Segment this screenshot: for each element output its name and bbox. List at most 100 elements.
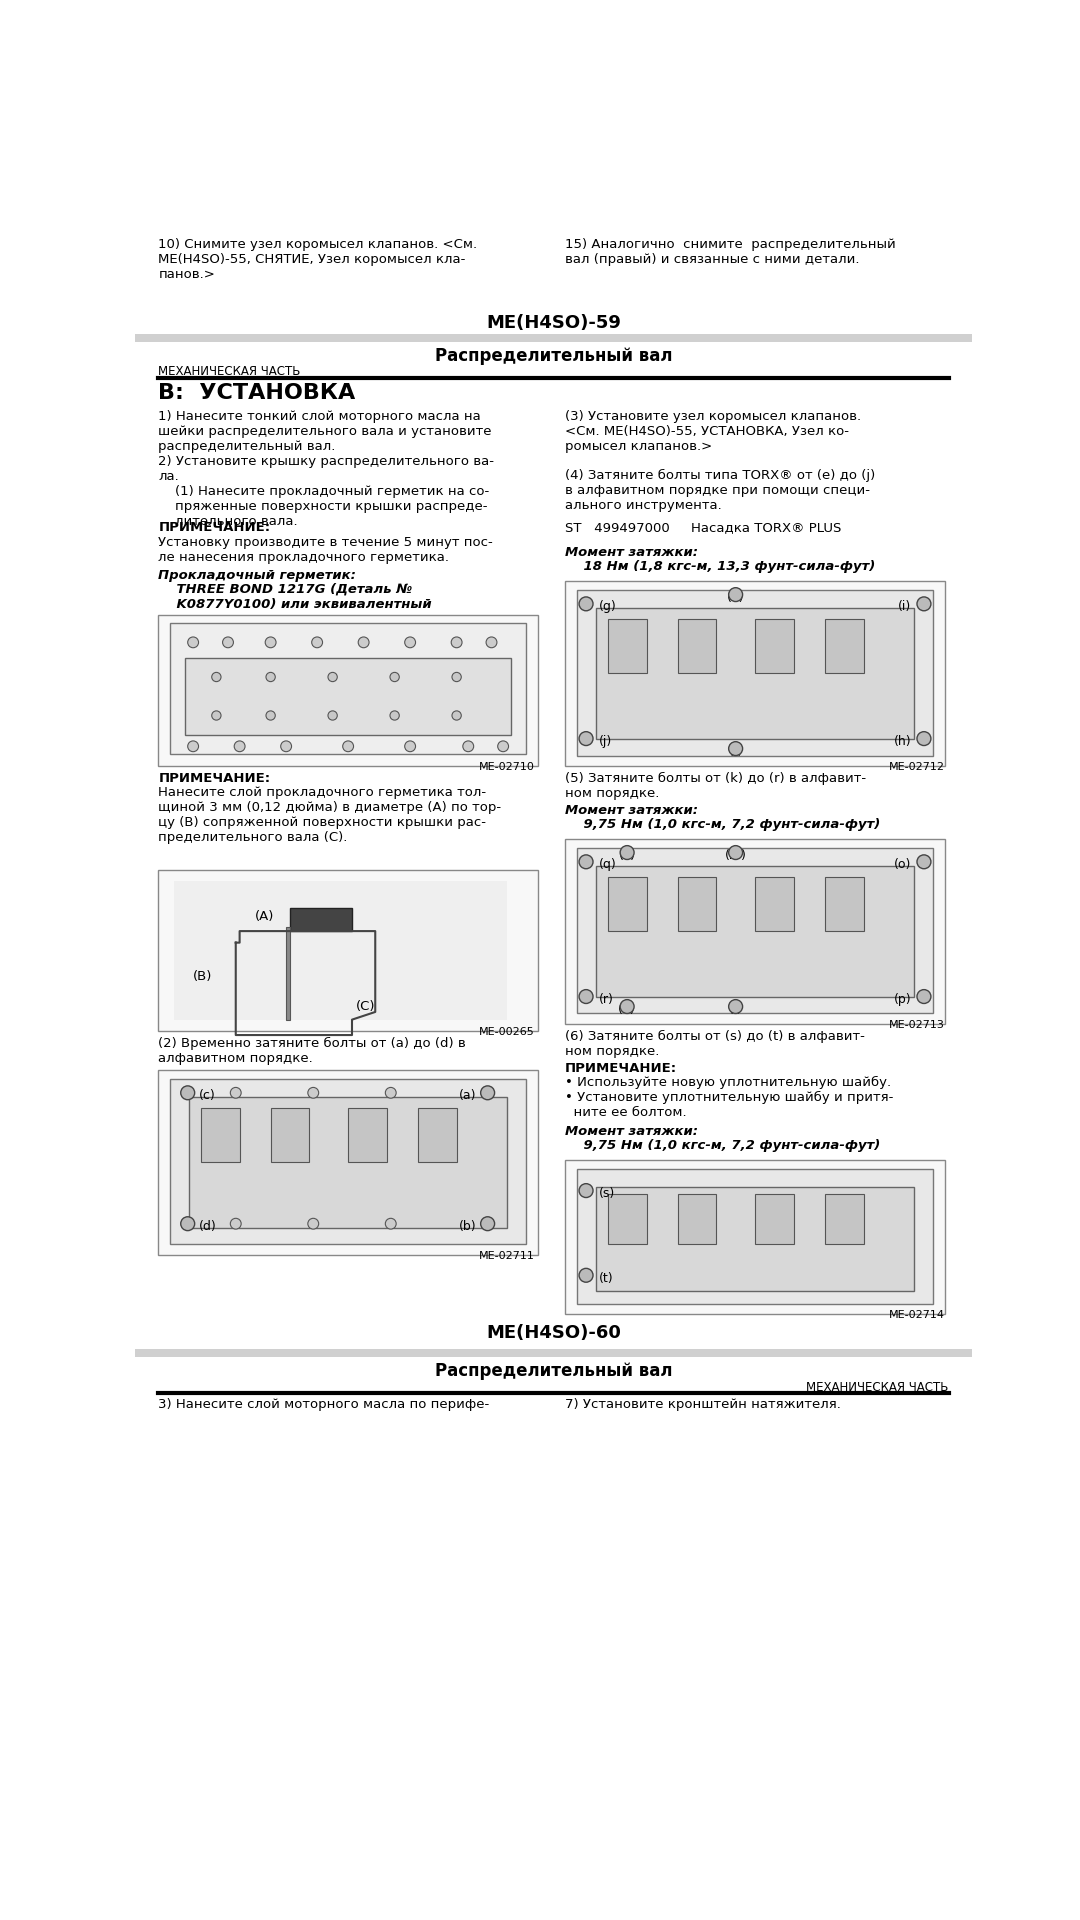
Text: (q): (q) xyxy=(598,858,617,872)
Bar xyxy=(596,609,914,739)
Circle shape xyxy=(486,637,497,647)
Circle shape xyxy=(481,1087,495,1100)
Bar xyxy=(608,877,647,931)
Text: Момент затяжки:: Момент затяжки: xyxy=(565,804,698,818)
Bar xyxy=(271,1108,309,1162)
Circle shape xyxy=(579,989,593,1004)
Circle shape xyxy=(234,741,245,753)
Text: ST   499497000     Насадка TORX® PLUS: ST 499497000 Насадка TORX® PLUS xyxy=(565,522,841,534)
Circle shape xyxy=(451,672,461,682)
Bar xyxy=(677,620,716,674)
Text: (c): (c) xyxy=(199,1089,215,1102)
Text: (m): (m) xyxy=(725,849,746,862)
Text: (f): (f) xyxy=(729,745,743,758)
Circle shape xyxy=(917,854,931,868)
Bar xyxy=(577,849,933,1014)
Circle shape xyxy=(230,1219,241,1229)
Bar xyxy=(565,1160,945,1313)
Bar xyxy=(159,1069,538,1254)
Text: • Используйте новую уплотнительную шайбу.
• Установите уплотнительную шайбу и пр: • Используйте новую уплотнительную шайбу… xyxy=(565,1075,893,1119)
Bar xyxy=(677,877,716,931)
Text: (n): (n) xyxy=(619,1002,636,1016)
Text: Нанесите слой прокладочного герметика тол-
щиной 3 мм (0,12 дюйма) в диаметре (А: Нанесите слой прокладочного герметика то… xyxy=(159,787,501,845)
Circle shape xyxy=(390,710,400,720)
Bar xyxy=(170,1079,526,1244)
Text: (i): (i) xyxy=(899,601,912,612)
Bar xyxy=(201,1108,240,1162)
Bar xyxy=(577,1169,933,1304)
Bar xyxy=(755,1194,794,1244)
Bar xyxy=(825,620,864,674)
Text: Момент затяжки:: Момент затяжки: xyxy=(565,545,698,559)
Text: (a): (a) xyxy=(459,1089,476,1102)
Bar xyxy=(825,877,864,931)
Text: ME(H4SO)-60: ME(H4SO)-60 xyxy=(486,1323,621,1342)
Bar xyxy=(135,334,972,342)
Text: ПРИМЕЧАНИЕ:: ПРИМЕЧАНИЕ: xyxy=(565,1062,677,1075)
Text: (r): (r) xyxy=(598,993,613,1006)
Text: (l): (l) xyxy=(729,1002,742,1016)
Bar xyxy=(135,1350,972,1357)
Circle shape xyxy=(498,741,509,753)
Circle shape xyxy=(266,637,276,647)
Circle shape xyxy=(729,741,743,756)
Circle shape xyxy=(342,741,353,753)
Circle shape xyxy=(579,597,593,611)
Bar xyxy=(608,620,647,674)
Circle shape xyxy=(579,1183,593,1198)
Text: (C): (C) xyxy=(356,1000,376,1014)
Circle shape xyxy=(729,845,743,860)
Circle shape xyxy=(386,1219,396,1229)
Text: (t): (t) xyxy=(598,1271,613,1284)
Text: (B): (B) xyxy=(193,970,213,983)
Text: Прокладочный герметик:: Прокладочный герметик: xyxy=(159,568,356,582)
Circle shape xyxy=(222,637,233,647)
Circle shape xyxy=(917,989,931,1004)
Circle shape xyxy=(308,1087,319,1098)
Circle shape xyxy=(386,1087,396,1098)
Text: ME-02713: ME-02713 xyxy=(889,1020,945,1029)
Circle shape xyxy=(463,741,474,753)
Text: 10) Снимите узел коромысел клапанов. <См.
МЕ(H4SO)-55, СНЯТИЕ, Узел коромысел кл: 10) Снимите узел коромысел клапанов. <См… xyxy=(159,238,477,280)
Circle shape xyxy=(451,637,462,647)
Bar xyxy=(159,616,538,766)
Circle shape xyxy=(312,637,323,647)
Text: B:  УСТАНОВКА: B: УСТАНОВКА xyxy=(159,382,355,403)
Text: (p): (p) xyxy=(894,993,912,1006)
Text: (2) Временно затяните болты от (а) до (d) в
алфавитном порядке.: (2) Временно затяните болты от (а) до (d… xyxy=(159,1037,465,1066)
Bar xyxy=(565,580,945,766)
Text: Установку производите в течение 5 минут пос-
ле нанесения прокладочного герметик: Установку производите в течение 5 минут … xyxy=(159,536,492,564)
Text: (3) Установите узел коромысел клапанов.
<См. МЕ(H4SO)-55, УСТАНОВКА, Узел ко-
ро: (3) Установите узел коромысел клапанов. … xyxy=(565,409,861,453)
Circle shape xyxy=(620,845,634,860)
Circle shape xyxy=(481,1217,495,1231)
Circle shape xyxy=(266,710,275,720)
Text: (o): (o) xyxy=(894,858,912,872)
Text: 1) Нанесите тонкий слой моторного масла на
шейки распределительного вала и устан: 1) Нанесите тонкий слой моторного масла … xyxy=(159,409,495,528)
Circle shape xyxy=(180,1217,194,1231)
Circle shape xyxy=(308,1219,319,1229)
Bar xyxy=(418,1108,457,1162)
Circle shape xyxy=(180,1087,194,1100)
Bar xyxy=(186,659,511,735)
Circle shape xyxy=(390,672,400,682)
Bar xyxy=(348,1108,387,1162)
Circle shape xyxy=(729,588,743,601)
Text: 3) Нанесите слой моторного масла по перифе-: 3) Нанесите слой моторного масла по пери… xyxy=(159,1398,489,1411)
Text: ME-00265: ME-00265 xyxy=(480,1027,535,1037)
Circle shape xyxy=(266,672,275,682)
Text: (e): (e) xyxy=(727,591,744,605)
Bar xyxy=(677,1194,716,1244)
Text: ME-02712: ME-02712 xyxy=(889,762,945,772)
Circle shape xyxy=(917,597,931,611)
Text: (j): (j) xyxy=(598,735,611,749)
Text: (6) Затяните болты от (s) до (t) в алфавит-
ном порядке.: (6) Затяните болты от (s) до (t) в алфав… xyxy=(565,1029,865,1058)
Bar xyxy=(565,839,945,1023)
Bar xyxy=(189,1096,507,1227)
Text: THREE BOND 1217G (Деталь №
    K0877Y0100) или эквивалентный: THREE BOND 1217G (Деталь № K0877Y0100) и… xyxy=(159,584,432,611)
Bar xyxy=(159,870,538,1031)
Circle shape xyxy=(405,741,416,753)
Circle shape xyxy=(579,1269,593,1283)
Circle shape xyxy=(328,710,337,720)
Circle shape xyxy=(405,637,416,647)
Bar xyxy=(608,1194,647,1244)
